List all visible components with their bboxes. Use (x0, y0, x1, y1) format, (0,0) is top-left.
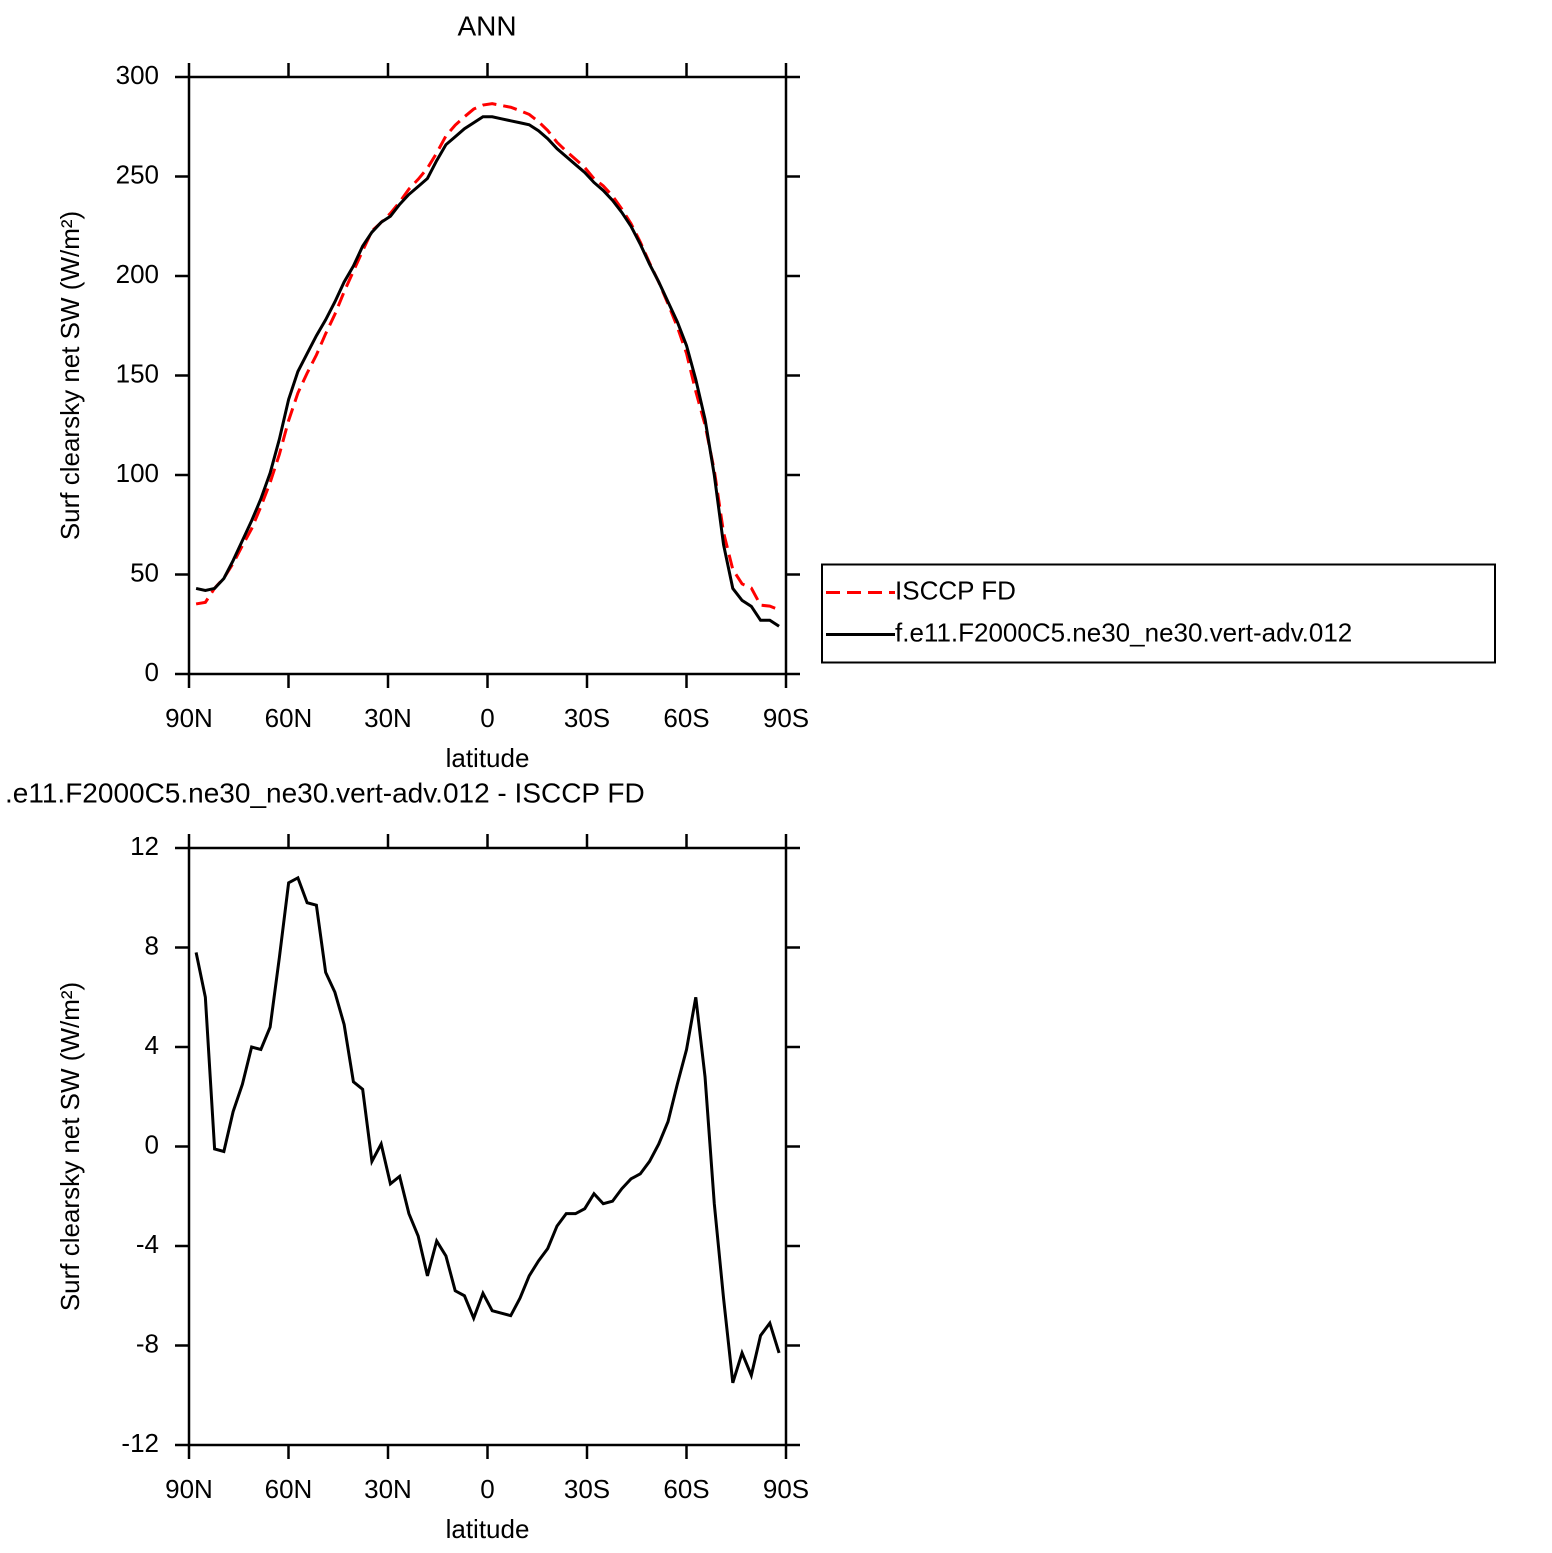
legend-label: f.e11.F2000C5.ne30_ne30.vert-adv.012 (895, 617, 1352, 647)
x-axis-title: latitude (446, 1514, 530, 1544)
x-tick-label: 30S (564, 703, 610, 733)
y-tick-label: 200 (116, 259, 159, 289)
x-tick-label: 60S (663, 1474, 709, 1504)
y-tick-label: 150 (116, 358, 159, 388)
data-line (195, 115, 780, 628)
y-tick-label: 300 (116, 60, 159, 90)
chart-title: ANN (457, 10, 516, 41)
x-tick-label: 30N (364, 1474, 412, 1504)
x-tick-label: 60N (265, 1474, 313, 1504)
y-tick-label: 4 (145, 1030, 159, 1060)
x-axis-title: latitude (446, 743, 530, 773)
y-axis-title: Surf clearsky net SW (W/m²) (55, 982, 85, 1311)
x-tick-label: 0 (480, 703, 494, 733)
x-tick-label: 30S (564, 1474, 610, 1504)
data-line (195, 102, 780, 612)
x-tick-label: 0 (480, 1474, 494, 1504)
x-tick-label: 90N (165, 703, 213, 733)
plot-frame (187, 846, 788, 1447)
y-tick-label: 100 (116, 458, 159, 488)
y-tick-label: 12 (130, 831, 159, 861)
x-tick-label: 90N (165, 1474, 213, 1504)
y-tick-label: 50 (130, 557, 159, 587)
y-axis-title: Surf clearsky net SW (W/m²) (55, 211, 85, 540)
y-tick-label: -12 (121, 1428, 159, 1458)
y-tick-label: 8 (145, 930, 159, 960)
plot-frame (187, 75, 788, 676)
chart-title: .e11.F2000C5.ne30_ne30.vert-adv.012 - IS… (5, 777, 645, 808)
x-tick-label: 90S (763, 1474, 809, 1504)
y-tick-label: 0 (145, 1129, 159, 1159)
x-tick-label: 90S (763, 703, 809, 733)
x-tick-label: 60S (663, 703, 709, 733)
x-tick-label: 30N (364, 703, 412, 733)
y-tick-label: 250 (116, 159, 159, 189)
data-line (194, 875, 781, 1384)
y-tick-label: 0 (145, 657, 159, 687)
x-tick-label: 60N (265, 703, 313, 733)
y-tick-label: -8 (136, 1328, 159, 1358)
y-tick-label: -4 (136, 1229, 159, 1259)
legend-box (821, 563, 1496, 664)
legend-label: ISCCP FD (895, 575, 1016, 605)
